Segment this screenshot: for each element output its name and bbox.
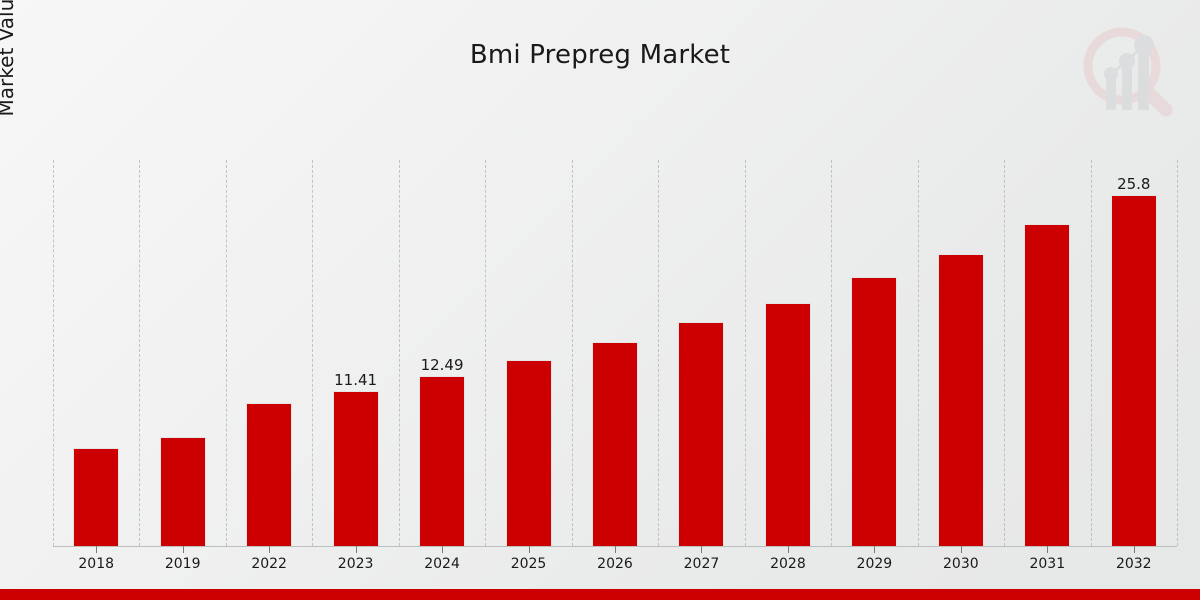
x-axis-tick (701, 546, 703, 553)
gridline (1004, 160, 1006, 546)
bar-group[interactable] (937, 160, 984, 546)
bar-group[interactable] (592, 160, 638, 546)
bar-2022[interactable] (246, 403, 293, 546)
bar-2032[interactable] (1110, 195, 1157, 546)
x-axis-tick-label-2029: 2029 (856, 556, 893, 572)
x-axis-tick (960, 546, 962, 553)
bar-group[interactable] (678, 160, 725, 546)
x-axis-tick-label-2030: 2030 (943, 556, 979, 572)
bar-group[interactable] (764, 160, 811, 546)
x-axis-tick-label-2024: 2024 (424, 556, 460, 572)
x-axis-tick-label-2026: 2026 (597, 556, 633, 572)
bar-2024[interactable] (419, 376, 466, 546)
bar-group[interactable]: 12.49 (419, 160, 466, 546)
x-axis-tick-label-2031: 2031 (1029, 556, 1066, 572)
bar-2026[interactable] (592, 342, 638, 546)
plot-area (53, 160, 1178, 546)
x-axis-tick-label-2023: 2023 (337, 556, 374, 572)
bar-group[interactable] (505, 160, 552, 546)
gridline (831, 160, 833, 546)
bar-2031[interactable] (1024, 223, 1071, 546)
bar-group[interactable]: 25.8 (1110, 160, 1157, 546)
gridline (658, 160, 660, 546)
gridline (53, 160, 54, 546)
gridline (139, 160, 141, 546)
gridline (571, 160, 573, 546)
bar-2029[interactable] (851, 276, 898, 546)
x-axis-tick (874, 546, 876, 553)
bar-group[interactable] (73, 160, 120, 546)
gridline (744, 160, 746, 546)
bar-2018[interactable] (73, 448, 120, 546)
x-axis-tick (96, 546, 98, 553)
x-axis-tick-label-2032: 2032 (1115, 556, 1152, 572)
gridline (312, 160, 314, 546)
x-axis-tick (528, 546, 530, 553)
y-axis-title: Market Value in USD Billion (0, 0, 19, 181)
x-axis-tick-label-2019: 2019 (164, 556, 201, 572)
gridline (485, 160, 487, 546)
bar-group[interactable] (246, 160, 293, 546)
bar-2019[interactable] (159, 437, 206, 546)
market-research-magnifier-logo-icon (1083, 27, 1173, 117)
bar-2025[interactable] (505, 359, 552, 546)
x-axis-tick-label-2028: 2028 (770, 556, 806, 572)
x-axis-tick (787, 546, 789, 553)
bar-2028[interactable] (764, 302, 811, 546)
x-axis-tick (1047, 546, 1049, 553)
x-axis-tick (1133, 546, 1135, 553)
x-axis-tick (269, 546, 271, 553)
bar-group[interactable] (1024, 160, 1071, 546)
bar-2023[interactable] (332, 390, 379, 546)
footer-accent-bar (0, 589, 1200, 600)
bar-value-label: 12.49 (420, 356, 464, 375)
gridline (225, 160, 227, 546)
x-axis-tick-label-2027: 2027 (683, 556, 720, 572)
x-axis-tick (615, 546, 616, 553)
bar-2027[interactable] (678, 321, 725, 546)
gridline (398, 160, 400, 546)
x-axis-tick (182, 546, 184, 553)
x-axis-tick (355, 546, 357, 553)
x-axis-tick-label-2025: 2025 (510, 556, 547, 572)
bar-value-label: 25.8 (1117, 175, 1151, 194)
x-axis-tick-label-2018: 2018 (78, 556, 115, 572)
bar-group[interactable] (851, 160, 898, 546)
bar-group[interactable]: 11.41 (332, 160, 379, 546)
bar-value-label: 11.41 (334, 370, 378, 389)
gridline (1090, 160, 1092, 546)
bar-group[interactable] (159, 160, 206, 546)
gridline (1177, 160, 1178, 546)
gridline (917, 160, 919, 546)
x-axis-tick-label-2022: 2022 (251, 556, 287, 572)
chart-title: Bmi Prepreg Market (469, 40, 731, 70)
bar-2030[interactable] (937, 253, 984, 546)
x-axis-tick (442, 546, 444, 553)
